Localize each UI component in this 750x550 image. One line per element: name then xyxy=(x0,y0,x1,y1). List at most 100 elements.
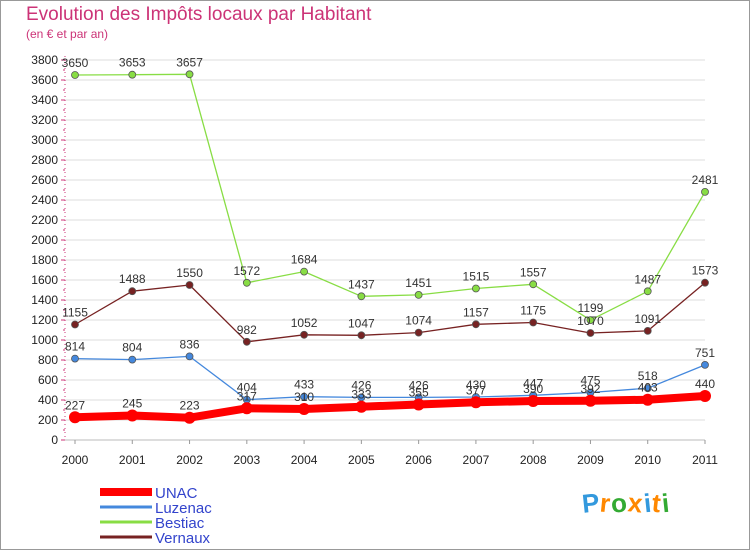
data-point-vernaux xyxy=(529,318,538,327)
data-label-luzenac: 426 xyxy=(351,378,371,392)
data-label-bestiac: 1437 xyxy=(348,277,375,291)
data-label-vernaux: 1175 xyxy=(520,304,546,318)
data-label-unac: 355 xyxy=(409,386,429,400)
y-tick-label: 200 xyxy=(38,413,58,427)
y-tick-label: 2400 xyxy=(31,193,58,207)
data-label-unac: 245 xyxy=(122,397,142,411)
data-label-vernaux: 1047 xyxy=(348,316,375,330)
data-label-bestiac: 3650 xyxy=(62,56,89,70)
y-tick-label: 3200 xyxy=(31,113,58,127)
data-label-unac: 390 xyxy=(523,382,543,396)
data-point-bestiac xyxy=(71,71,79,79)
data-label-bestiac: 1451 xyxy=(405,276,432,290)
data-point-bestiac xyxy=(242,278,251,287)
x-tick-label: 2005 xyxy=(348,453,375,467)
data-label-vernaux: 1573 xyxy=(692,264,719,278)
data-label-bestiac: 1515 xyxy=(463,270,490,284)
data-label-luzenac: 404 xyxy=(237,381,257,395)
data-point-unac xyxy=(641,393,654,406)
legend-label-vernaux: Vernaux xyxy=(155,530,211,547)
y-tick-label: 3000 xyxy=(31,133,58,147)
legend-swatch-unac xyxy=(100,488,152,496)
y-tick-label: 2200 xyxy=(31,213,58,227)
y-tick-label: 3800 xyxy=(31,53,58,67)
y-tick-label: 1200 xyxy=(31,313,58,327)
data-point-vernaux xyxy=(643,326,652,335)
x-tick-label: 2001 xyxy=(119,453,146,467)
data-point-vernaux xyxy=(71,320,79,329)
data-point-bestiac xyxy=(128,70,137,79)
y-tick-label: 1600 xyxy=(31,273,58,287)
grid xyxy=(65,59,705,441)
chart-title: Evolution des Impôts locaux par Habitant xyxy=(26,4,372,25)
data-label-vernaux: 1074 xyxy=(405,314,432,328)
data-point-vernaux xyxy=(242,337,251,346)
data-label-unac: 377 xyxy=(466,383,486,397)
data-label-vernaux: 1091 xyxy=(634,312,661,326)
data-point-vernaux xyxy=(357,331,366,340)
data-point-bestiac xyxy=(414,290,423,299)
series-lines xyxy=(69,70,711,424)
data-label-unac: 310 xyxy=(294,390,314,404)
data-label-unac: 317 xyxy=(237,389,257,403)
data-point-vernaux xyxy=(472,320,480,329)
data-labels: 227 245 223 317 310 333 355 377 390 392 403 440 814 8… xyxy=(62,55,719,412)
chart-subtitle: (en € et par an) xyxy=(26,27,109,41)
legend-swatch-luzenac xyxy=(100,505,152,509)
x-tick-label: 2004 xyxy=(291,453,318,467)
data-point-vernaux xyxy=(185,281,194,289)
y-tick-label: 0 xyxy=(51,433,58,447)
data-point-luzenac xyxy=(71,354,79,363)
data-label-luzenac: 426 xyxy=(409,378,429,392)
y-tick-label: 1400 xyxy=(31,293,58,307)
data-point-bestiac xyxy=(185,70,194,79)
data-label-unac: 403 xyxy=(638,381,658,395)
data-label-luzenac: 447 xyxy=(523,376,543,390)
data-point-unac xyxy=(469,396,482,409)
data-label-bestiac: 1199 xyxy=(578,301,604,315)
y-tick-label: 2600 xyxy=(31,173,58,187)
y-tick-label: 800 xyxy=(38,353,58,367)
series-line-vernaux xyxy=(74,282,706,343)
y-tick-label: 2800 xyxy=(31,153,58,167)
y-tick-label: 600 xyxy=(38,373,58,387)
data-point-bestiac xyxy=(472,284,480,293)
legend-swatch-bestiac xyxy=(100,520,152,524)
data-label-vernaux: 1155 xyxy=(62,306,88,320)
x-tick-label: 2009 xyxy=(577,453,604,467)
data-label-bestiac: 1572 xyxy=(233,264,260,278)
data-label-luzenac: 518 xyxy=(638,369,658,383)
data-label-luzenac: 804 xyxy=(122,341,142,355)
data-point-unac xyxy=(126,409,139,422)
data-label-unac: 333 xyxy=(351,388,371,402)
data-point-bestiac xyxy=(529,280,538,289)
y-tick-label: 400 xyxy=(38,393,58,407)
data-label-unac: 440 xyxy=(695,377,715,391)
data-point-unac xyxy=(699,390,711,402)
data-label-unac: 227 xyxy=(65,398,85,412)
data-label-vernaux: 1052 xyxy=(291,316,318,330)
y-tick-label: 1000 xyxy=(31,333,58,347)
data-label-luzenac: 814 xyxy=(65,340,85,354)
x-tick-label: 2008 xyxy=(520,453,547,467)
data-point-bestiac xyxy=(300,267,308,276)
data-point-vernaux xyxy=(586,329,595,337)
legend-label-luzenac: Luzenac xyxy=(155,500,212,517)
data-label-unac: 223 xyxy=(180,399,200,413)
x-tick-label: 2002 xyxy=(176,453,203,467)
data-point-bestiac xyxy=(701,187,709,196)
data-point-unac xyxy=(240,402,253,415)
x-tick-label: 2006 xyxy=(405,453,432,467)
data-label-bestiac: 1684 xyxy=(291,253,318,267)
proxiti-logo: Proxiti xyxy=(580,487,671,519)
legend-label-unac: UNAC xyxy=(155,485,198,502)
data-label-luzenac: 751 xyxy=(695,346,715,360)
data-label-unac: 392 xyxy=(580,382,600,396)
data-label-vernaux: 1157 xyxy=(463,305,489,319)
y-tick-label: 3600 xyxy=(31,73,58,87)
data-point-unac xyxy=(183,411,196,424)
legend-swatch-vernaux xyxy=(100,535,152,539)
